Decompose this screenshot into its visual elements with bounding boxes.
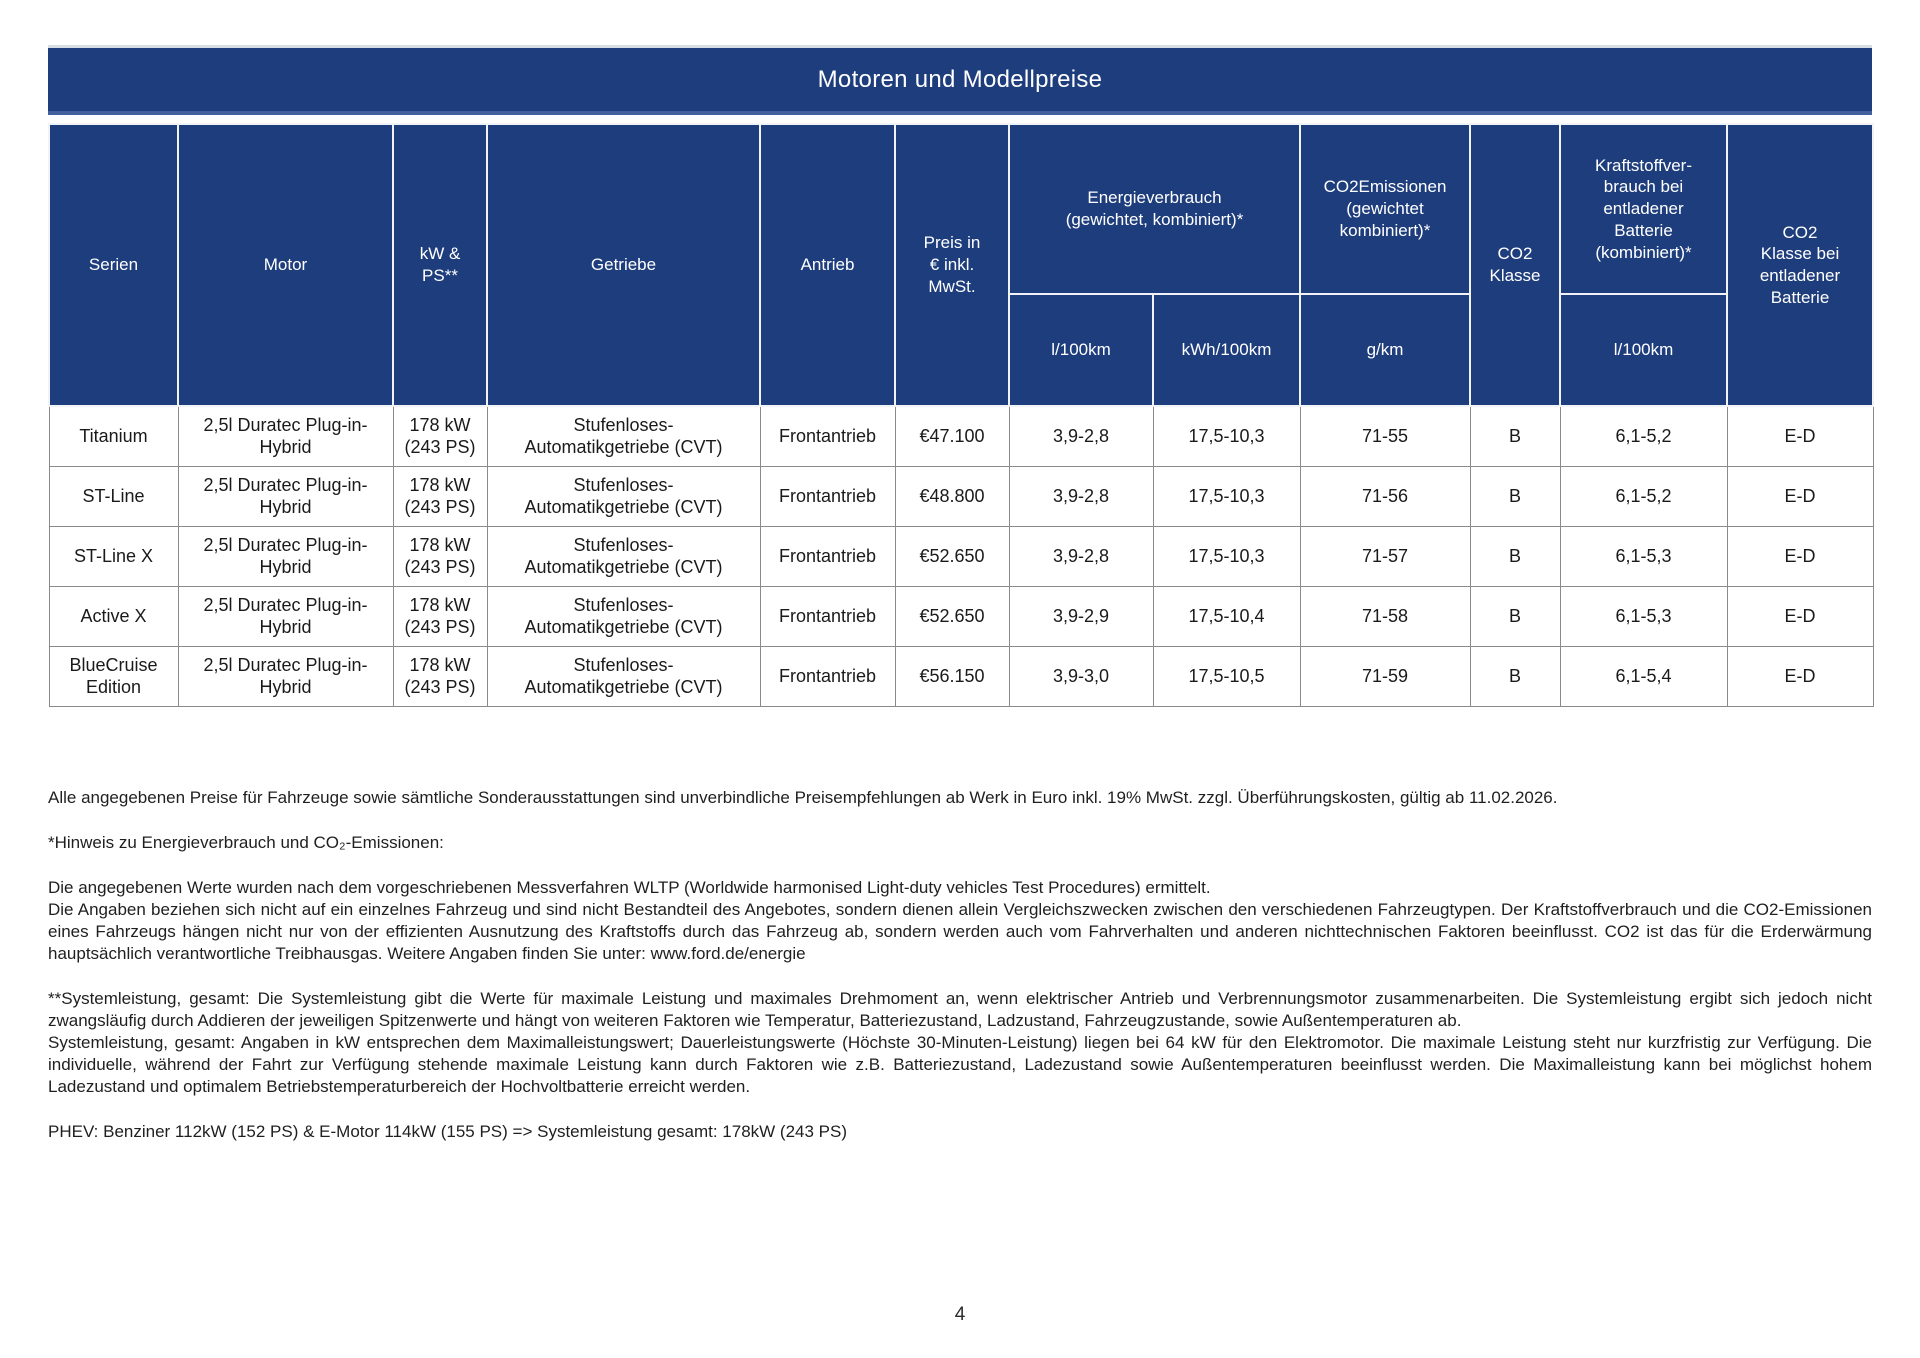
column-header-serien: Serien — [48, 123, 179, 407]
table-cell: 6,1-5,2 — [1559, 405, 1728, 467]
table-cell: Stufenloses- Automatikgetriebe (CVT) — [486, 645, 761, 707]
table-cell: Titanium — [48, 405, 179, 467]
footnotes: Alle angegebenen Preise für Fahrzeuge so… — [48, 787, 1872, 1143]
table-cell: Frontantrieb — [759, 585, 896, 647]
table-cell: 178 kW (243 PS) — [392, 585, 488, 647]
table-row: Titanium 2,5l Duratec Plug-in- Hybrid 178 … — [48, 405, 1874, 467]
page-content: Motoren und Modellpreise Serien Motor kW… — [48, 0, 1874, 1143]
banner: Motoren und Modellpreise — [48, 45, 1872, 115]
table-cell: E-D — [1726, 525, 1874, 587]
table-cell: 17,5-10,5 — [1152, 645, 1301, 707]
table-row: ST-Line X 2,5l Duratec Plug-in- Hybrid 178… — [48, 525, 1874, 587]
table-cell: Stufenloses- Automatikgetriebe (CVT) — [486, 405, 761, 467]
table-cell: 6,1-5,3 — [1559, 585, 1728, 647]
table-cell: B — [1469, 645, 1561, 707]
table-header: Serien Motor kW & PS** Getriebe Antrieb … — [48, 123, 1874, 407]
table-cell: 71-57 — [1299, 525, 1471, 587]
table-row: ST-Line 2,5l Duratec Plug-in- Hybrid 178 k… — [48, 465, 1874, 527]
column-header-kw-ps: kW & PS** — [392, 123, 488, 407]
table-cell: E-D — [1726, 645, 1874, 707]
table-cell: Frontantrieb — [759, 645, 896, 707]
table-cell: ST-Line — [48, 465, 179, 527]
table-cell: €52.650 — [894, 585, 1010, 647]
column-header-motor: Motor — [177, 123, 394, 407]
table-row: BlueCruise Edition 2,5l Duratec Plug-in- … — [48, 645, 1874, 707]
table-row: Active X 2,5l Duratec Plug-in- Hybrid 178 … — [48, 585, 1874, 647]
subcolumn-header-kwh-100km: kWh/100km — [1152, 293, 1301, 407]
table-cell: 3,9-3,0 — [1008, 645, 1154, 707]
table-cell: 71-58 — [1299, 585, 1471, 647]
table-body: Titanium 2,5l Duratec Plug-in- Hybrid 178 … — [48, 405, 1874, 707]
column-header-kraftstoffverbrauch-entladen: Kraftstoffver- brauch bei entladener Bat… — [1559, 123, 1728, 295]
table-cell: 6,1-5,3 — [1559, 525, 1728, 587]
footnote-hinweis-heading: *Hinweis zu Energieverbrauch und CO₂-Emi… — [48, 832, 444, 852]
table-cell: ST-Line X — [48, 525, 179, 587]
table-cell: 2,5l Duratec Plug-in- Hybrid — [177, 405, 394, 467]
table-cell: Stufenloses- Automatikgetriebe (CVT) — [486, 465, 761, 527]
table-cell: B — [1469, 585, 1561, 647]
table-cell: 178 kW (243 PS) — [392, 645, 488, 707]
table-cell: 3,9-2,8 — [1008, 405, 1154, 467]
table-cell: 3,9-2,8 — [1008, 465, 1154, 527]
table-cell: 6,1-5,2 — [1559, 465, 1728, 527]
table-cell: Frontantrieb — [759, 405, 896, 467]
table-cell: B — [1469, 465, 1561, 527]
page-title: Motoren und Modellpreise — [817, 65, 1103, 93]
column-header-energieverbrauch: Energieverbrauch (gewichtet, kombiniert)… — [1008, 123, 1301, 295]
subcolumn-header-g-km: g/km — [1299, 293, 1471, 407]
table-cell: B — [1469, 525, 1561, 587]
table-cell: 178 kW (243 PS) — [392, 465, 488, 527]
column-header-co2emissionen: CO2Emissionen (gewichtet kombiniert)* — [1299, 123, 1471, 295]
footnote-wltp: Die angegebenen Werte wurden nach dem vo… — [48, 877, 1872, 963]
table-cell: €52.650 — [894, 525, 1010, 587]
table-cell: BlueCruise Edition — [48, 645, 179, 707]
table-cell: €47.100 — [894, 405, 1010, 467]
table-cell: 17,5-10,4 — [1152, 585, 1301, 647]
table-cell: Frontantrieb — [759, 465, 896, 527]
table-cell: 3,9-2,9 — [1008, 585, 1154, 647]
table-cell: 71-55 — [1299, 405, 1471, 467]
table-cell: 71-59 — [1299, 645, 1471, 707]
table-cell: 6,1-5,4 — [1559, 645, 1728, 707]
table-cell: Frontantrieb — [759, 525, 896, 587]
table-cell: 17,5-10,3 — [1152, 525, 1301, 587]
table-cell: Stufenloses- Automatikgetriebe (CVT) — [486, 585, 761, 647]
footnote-prices: Alle angegebenen Preise für Fahrzeuge so… — [48, 787, 1558, 807]
table-cell: €48.800 — [894, 465, 1010, 527]
subcolumn-header-l-100km-entladen: l/100km — [1559, 293, 1728, 407]
page-number: 4 — [954, 1304, 966, 1325]
column-header-preis: Preis in € inkl. MwSt. — [894, 123, 1010, 407]
footnote-phev: PHEV: Benziner 112kW (152 PS) & E-Motor … — [48, 1121, 848, 1141]
table-cell: 2,5l Duratec Plug-in- Hybrid — [177, 465, 394, 527]
table-cell: 2,5l Duratec Plug-in- Hybrid — [177, 525, 394, 587]
table-cell: 71-56 — [1299, 465, 1471, 527]
column-header-getriebe: Getriebe — [486, 123, 761, 407]
table-cell: E-D — [1726, 585, 1874, 647]
table-cell: E-D — [1726, 405, 1874, 467]
subcolumn-header-l-100km: l/100km — [1008, 293, 1154, 407]
column-header-co2-klasse-entladen: CO2 Klasse bei entladener Batterie — [1726, 123, 1874, 407]
column-header-co2-klasse: CO2 Klasse — [1469, 123, 1561, 407]
column-header-antrieb: Antrieb — [759, 123, 896, 407]
table-cell: E-D — [1726, 465, 1874, 527]
table-cell: B — [1469, 405, 1561, 467]
table-cell: 17,5-10,3 — [1152, 405, 1301, 467]
table-cell: 17,5-10,3 — [1152, 465, 1301, 527]
table-cell: Active X — [48, 585, 179, 647]
table-cell: Stufenloses- Automatikgetriebe (CVT) — [486, 525, 761, 587]
footnote-systemleistung: **Systemleistung, gesamt: Die Systemleis… — [48, 988, 1872, 1096]
table-cell: €56.150 — [894, 645, 1010, 707]
table-cell: 178 kW (243 PS) — [392, 405, 488, 467]
table-cell: 2,5l Duratec Plug-in- Hybrid — [177, 645, 394, 707]
table-cell: 2,5l Duratec Plug-in- Hybrid — [177, 585, 394, 647]
table-cell: 3,9-2,8 — [1008, 525, 1154, 587]
pricing-table: Serien Motor kW & PS** Getriebe Antrieb … — [48, 123, 1874, 707]
table-cell: 178 kW (243 PS) — [392, 525, 488, 587]
